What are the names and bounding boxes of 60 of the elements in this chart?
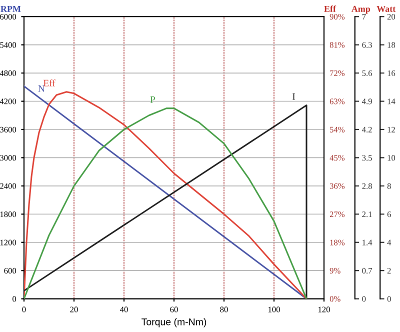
y3-tick-label: 1.4 [362,240,372,246]
y2-axis-title: Eff [324,6,336,12]
series-label: P [150,96,155,103]
y3-tick-label: 6.3 [362,42,372,48]
y-tick-label: 6 [387,212,391,218]
series-label: N [38,85,45,92]
y-tick-label: 0 [387,296,391,302]
y-tick-label: 2400 [0,183,16,189]
y3-tick-label: 0.7 [362,268,372,274]
y-tick-label: 4 [387,240,392,246]
y-tick-label: 16 [388,70,396,76]
y-tick-label: 10 [388,155,396,161]
series-label: I [292,93,296,100]
y2-tick-label: 54% [330,126,345,132]
x-tick-label: 0 [22,306,26,312]
y3-tick-label: 2.1 [362,212,372,218]
y3-tick-label: 5.6 [362,70,372,76]
y3-tick-label: 2.8 [362,183,372,189]
y-tick-label: 18 [388,42,396,48]
series-label: Eff [43,79,56,86]
y-tick-label: 4200 [0,98,16,104]
y2-tick-label: 0% [330,296,340,302]
y-tick-label: 1200 [0,240,16,246]
y-tick-label: 14 [388,98,396,104]
y2-tick-label: 90% [330,14,345,20]
y-axis-title: RPM [0,6,21,12]
x-tick-label: 120 [318,306,330,312]
y-tick-label: 3600 [0,126,16,132]
x-tick-label: 100 [268,306,280,312]
y2-tick-label: 72% [330,70,345,76]
y2-tick-label: 9% [330,268,340,274]
y2-tick-label: 18% [330,240,345,246]
y-tick-label: 5400 [0,42,16,48]
x-tick-label: 80 [220,306,228,312]
y-axis-title: Watt [376,6,396,12]
y3-tick-label: 4.2 [362,126,372,132]
y2-tick-label: 36% [330,183,345,189]
x-tick-label: 60 [170,306,178,312]
x-axis-title: Torque (m-Nm) [142,318,206,328]
y-tick-label: 12 [388,126,395,132]
y-tick-label: 1800 [0,211,16,218]
y2-tick-label: 81% [330,42,345,48]
y3-tick-label: 3.5 [362,155,372,161]
y2-tick-label: 63% [330,98,345,104]
y-tick-label: 0 [12,296,16,302]
y-tick-label: 3000 [0,155,16,161]
x-tick-label: 40 [120,306,128,312]
y3-tick-label: 7 [362,14,366,20]
y2-tick-label: 27% [330,211,345,218]
y-tick-label: 8 [387,183,391,189]
y3-tick-label: 4.9 [362,98,372,104]
y3-axis-title: Amp [351,6,370,14]
y-tick-label: 6000 [0,14,16,20]
y-tick-label: 600 [4,268,16,274]
y2-tick-label: 45% [330,155,345,161]
y-tick-label: 4800 [0,70,16,76]
y3-tick-label: 0 [362,296,366,302]
y-tick-label: 20 [387,14,396,20]
y-tick-label: 2 [387,268,391,274]
x-tick-label: 20 [70,306,78,312]
